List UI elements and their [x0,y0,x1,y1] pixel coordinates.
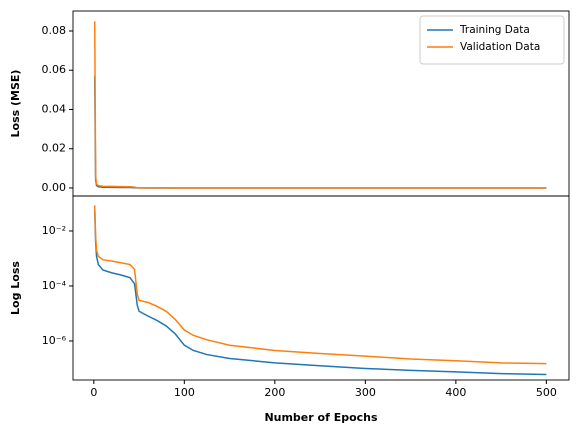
series-line [93,21,547,189]
y-axis-label: Loss (MSE) [9,70,22,138]
y-tick-label: 10⁻⁴ [42,279,67,292]
series-line [93,76,547,189]
y-tick-label: 10⁻² [42,224,66,237]
x-tick-label: 100 [174,386,195,399]
series-line [93,205,547,365]
legend-box [419,15,565,65]
legend-label: Training Data [459,24,530,36]
y-axis-label: Log Loss [9,261,22,315]
series-line [93,210,547,376]
axes-frame [72,195,570,381]
y-tick-label: 0.06 [42,63,67,76]
x-tick-label: 400 [445,386,466,399]
x-tick-label: 0 [90,386,97,399]
y-tick-label: 10⁻⁶ [42,334,67,347]
y-tick-label: 0.02 [42,142,67,155]
x-tick-label: 200 [264,386,285,399]
x-axis-label: Number of Epochs [264,411,378,424]
y-tick-label: 0.04 [42,102,67,115]
x-tick-label: 500 [536,386,557,399]
legend-label: Validation Data [460,41,540,53]
y-tick-label: 0.00 [42,181,67,194]
x-tick-label: 300 [355,386,376,399]
y-tick-label: 0.08 [42,24,67,37]
